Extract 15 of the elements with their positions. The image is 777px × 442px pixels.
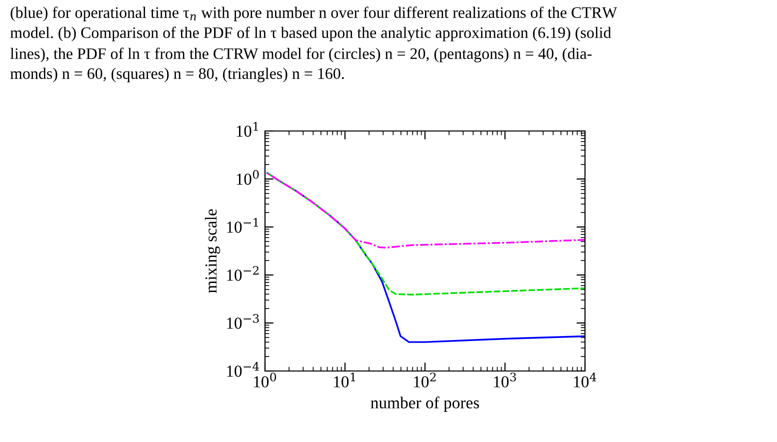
x-tick-label: 10$^{4}$ xyxy=(574,372,596,388)
y-tick-label: 10$^{1}$ xyxy=(236,122,258,137)
y-tick-label: 10$^{−1}$ xyxy=(227,218,258,233)
x-tick-label: 10$^{1}$ xyxy=(334,372,356,388)
x-tick-label: 10$^{3}$ xyxy=(494,372,516,388)
text: (blue) for operational time τ$_{n}$ with pore number n over four different realizations of the CTRW xyxy=(10,6,618,22)
x-axis-title: number of pores xyxy=(370,396,480,412)
x-tick-label: 10$^{2}$ xyxy=(414,372,436,388)
text: monds) n = 60, (squares) n = 80, (triangles) n = 160. xyxy=(10,68,344,82)
text: lines), the PDF of ln τ from the CTRW model for (circles) n = 20, (pentagons) n = 40, (dia- xyxy=(10,48,592,62)
y-tick-label: 10$^{−2}$ xyxy=(227,266,259,281)
y-tick-label: 10$^{0}$ xyxy=(236,170,259,185)
text: model. (b) Comparison of the PDF of ln τ based upon the analytic approximation (6.19) (solid xyxy=(10,26,612,42)
y-axis-title: mixing scale xyxy=(204,209,220,294)
y-tick-label: 10$^{−3}$ xyxy=(227,314,259,329)
